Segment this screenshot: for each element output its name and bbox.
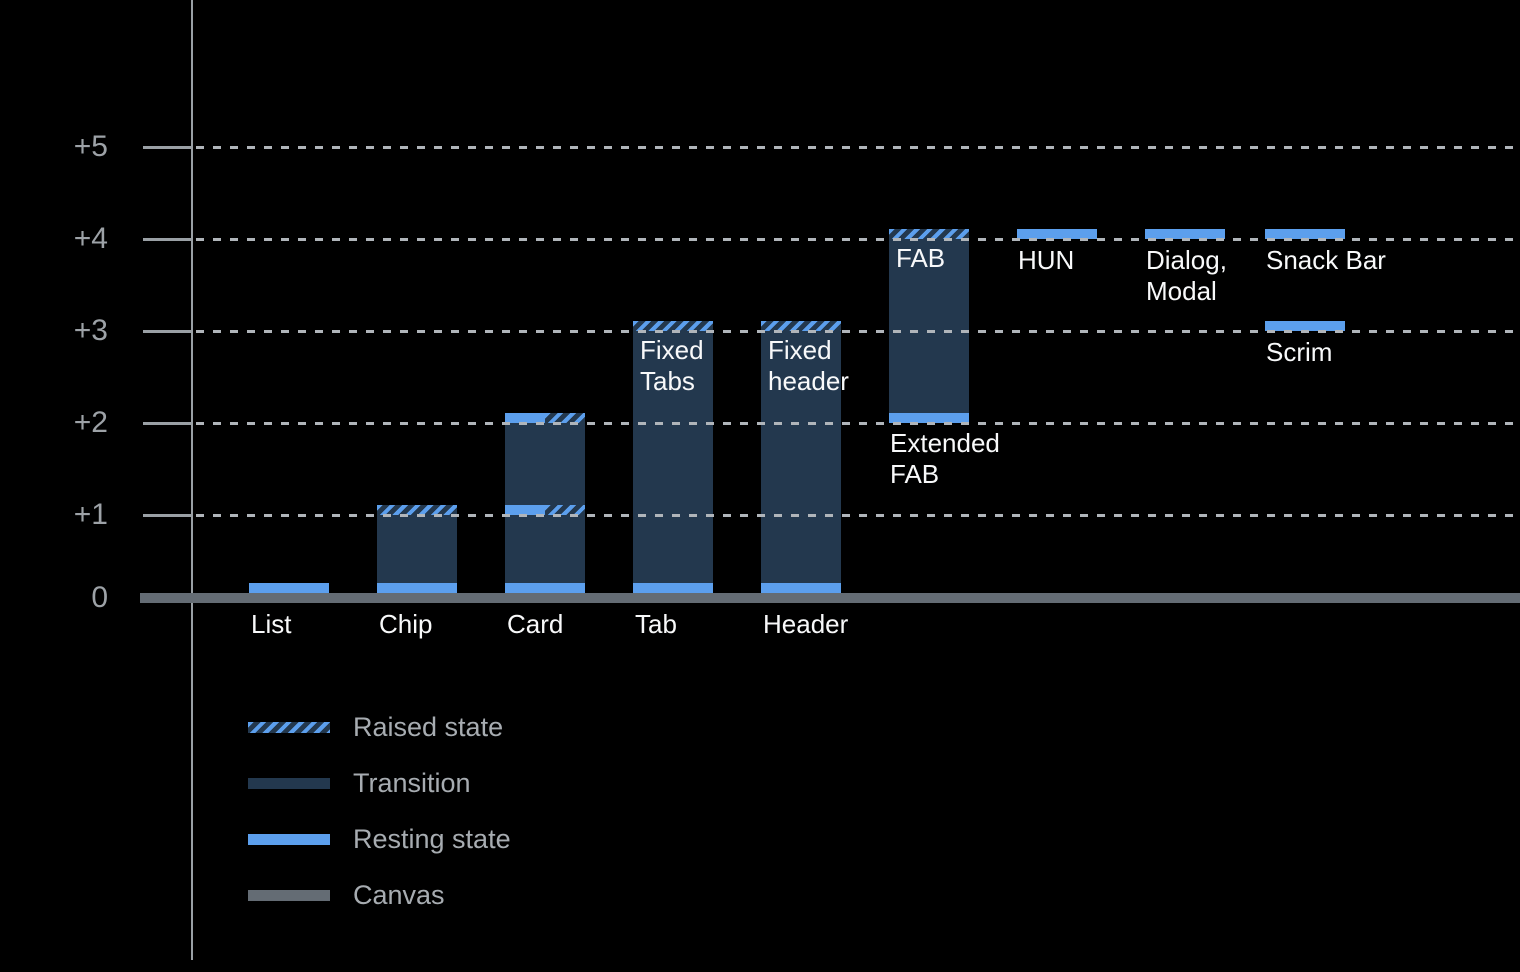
bar-chip <box>377 505 457 593</box>
bar-fab <box>889 229 969 423</box>
resting-strip-chip <box>377 583 457 593</box>
bar-header <box>761 321 841 593</box>
tick-plus1 <box>143 514 193 517</box>
x-label-scrim: Scrim <box>1266 337 1333 367</box>
y-tick-label: +2 <box>73 406 108 439</box>
resting-strip-snack-bar <box>1265 229 1345 239</box>
gridline-plus2 <box>196 422 1520 425</box>
resting-strip-card <box>505 583 585 593</box>
legend-item-canvas: Canvas <box>248 877 445 913</box>
resting-strip-dialog-modal <box>1145 229 1225 239</box>
inside-label-fab: FAB <box>896 243 946 273</box>
resting-strip-header <box>761 583 841 593</box>
resting-strip-tab <box>633 583 713 593</box>
resting-strip-card <box>505 505 545 515</box>
y-tick-label: +1 <box>73 498 108 531</box>
legend-label-raised: Raised state <box>353 711 504 742</box>
bar-tab <box>633 321 713 593</box>
x-label-card: Card <box>507 609 564 639</box>
canvas-baseline <box>140 593 1520 603</box>
resting-strip-list <box>249 583 329 593</box>
canvas-swatch <box>248 889 330 901</box>
resting-strip-fab <box>889 413 969 423</box>
resting-strip-hun <box>1017 229 1097 239</box>
x-label-snack-bar: Snack Bar <box>1266 245 1386 275</box>
tick-plus5 <box>143 146 193 149</box>
legend-item-raised: Raised state <box>248 709 503 745</box>
x-label-chip: Chip <box>379 609 433 639</box>
y-tick-label: +5 <box>73 130 108 163</box>
y-tick-label: 0 <box>91 581 108 614</box>
x-label-dialog-modal: Dialog, Modal <box>1146 245 1227 306</box>
tick-plus3 <box>143 330 193 333</box>
legend-label-canvas: Canvas <box>353 879 445 910</box>
resting-swatch <box>248 833 330 845</box>
resting-strip-card <box>505 413 545 423</box>
raised-strip-fab <box>889 229 969 239</box>
gridline-plus1 <box>196 514 1520 517</box>
raised-strip-card <box>545 505 585 515</box>
legend-label-transition: Transition <box>353 767 471 798</box>
legend-item-resting: Resting state <box>248 821 511 857</box>
y-tick-label: +3 <box>73 314 108 347</box>
gridline-plus3 <box>196 330 1520 333</box>
bar-card <box>505 413 585 593</box>
resting-strip-scrim <box>1265 321 1345 331</box>
gridline-plus4 <box>196 238 1520 241</box>
transition-swatch <box>248 777 330 789</box>
y-axis-line <box>191 0 193 960</box>
x-label-hun: HUN <box>1018 245 1075 275</box>
inside-label-tab: Fixed Tabs <box>640 335 704 396</box>
legend-label-resting: Resting state <box>353 823 511 854</box>
x-label-list: List <box>251 609 292 639</box>
x-label-tab: Tab <box>635 609 677 639</box>
y-tick-label: +4 <box>73 222 108 255</box>
legend-item-transition: Transition <box>248 765 471 801</box>
x-label-header: Header <box>763 609 849 639</box>
raised-strip-card <box>545 413 585 423</box>
raised-swatch <box>248 721 330 733</box>
tick-plus4 <box>143 238 193 241</box>
inside-label-header: Fixed header <box>768 335 849 396</box>
x-label-fab: Extended FAB <box>890 428 1000 489</box>
raised-strip-tab <box>633 321 713 331</box>
gridline-plus5 <box>196 146 1520 149</box>
tick-plus2 <box>143 422 193 425</box>
raised-strip-header <box>761 321 841 331</box>
raised-strip-chip <box>377 505 457 515</box>
